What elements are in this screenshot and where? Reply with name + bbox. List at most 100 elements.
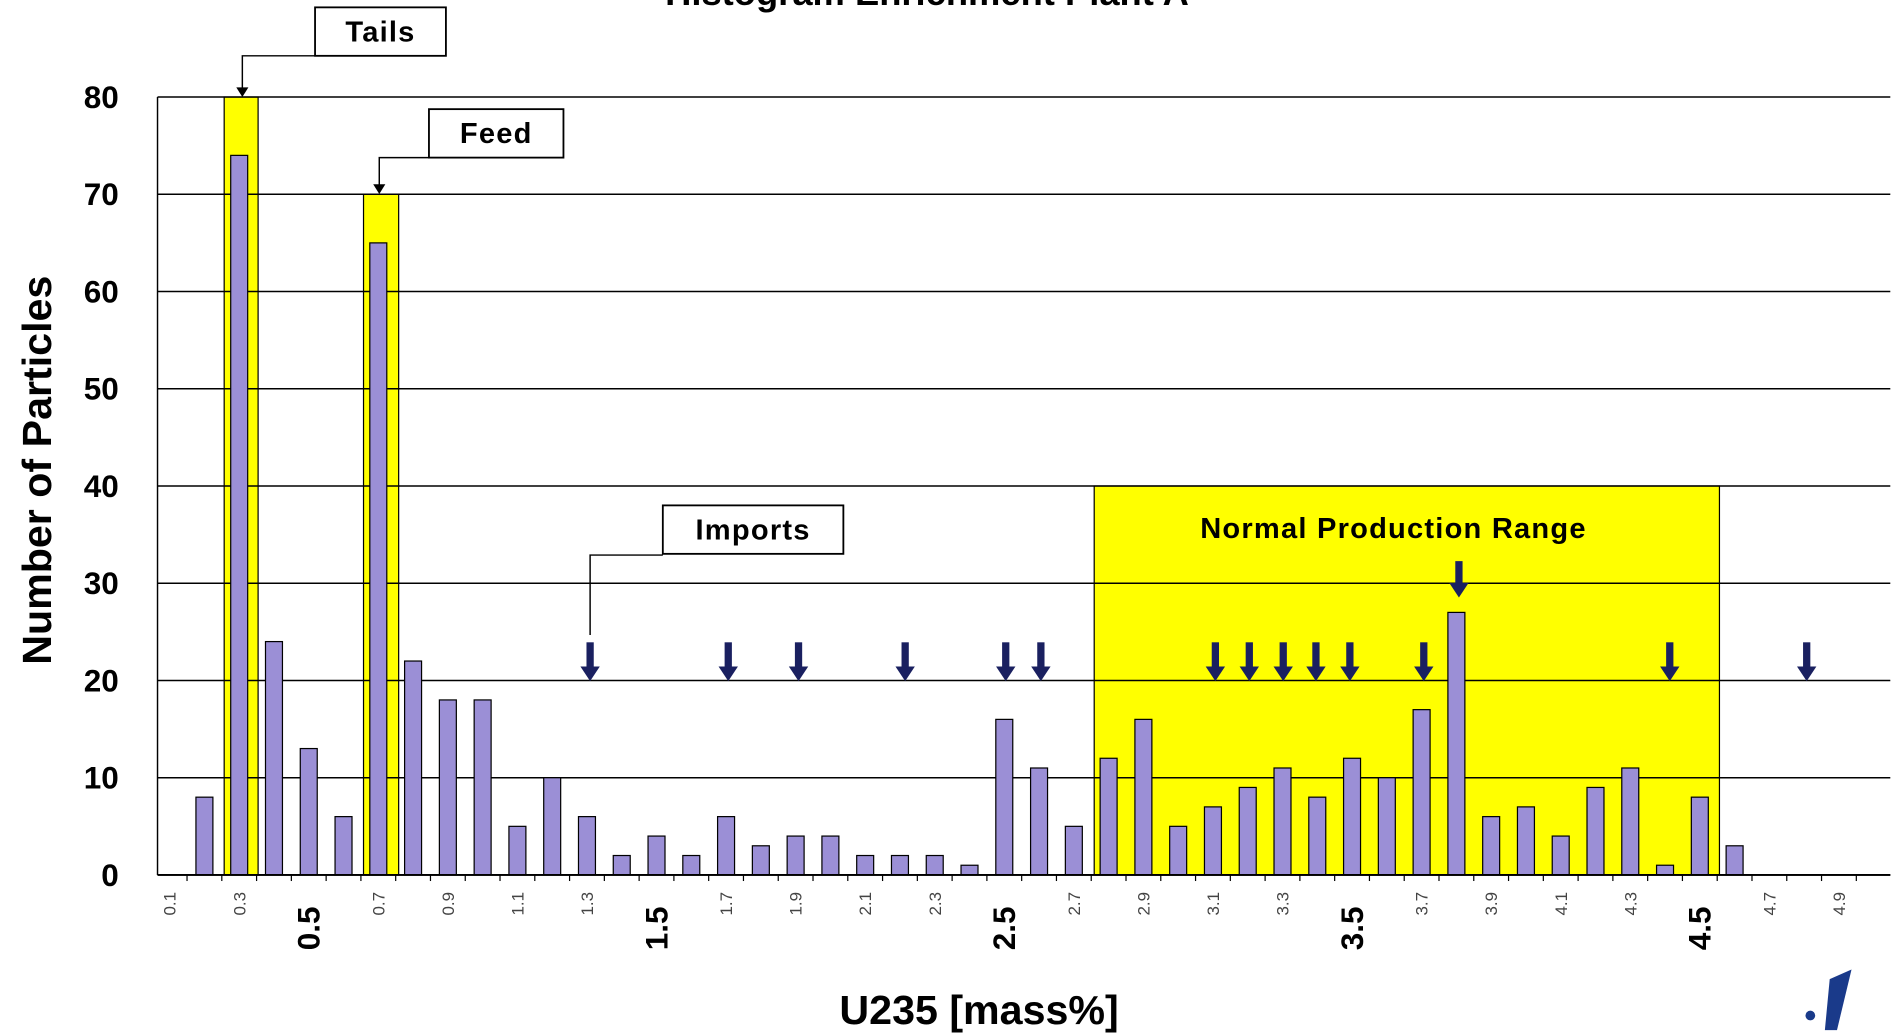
y-tick-label: 10	[84, 760, 119, 796]
x-tick-label: 4.9	[1830, 892, 1849, 916]
import-arrow-head	[1660, 666, 1680, 682]
bar	[995, 718, 1014, 876]
import-arrow-head	[1306, 666, 1326, 682]
annotation-box	[661, 504, 845, 555]
bar	[1412, 709, 1431, 876]
import-arrow-head	[996, 666, 1016, 682]
bar	[682, 854, 701, 876]
bar	[1238, 786, 1257, 876]
x-tick-label: 1.3	[578, 892, 597, 916]
import-arrow	[1037, 642, 1045, 669]
bar	[1273, 767, 1292, 876]
bar	[1482, 816, 1501, 876]
bar	[334, 816, 353, 876]
import-arrow	[1346, 642, 1354, 669]
bar	[1377, 777, 1396, 876]
import-arrow-head	[1797, 666, 1817, 682]
bar	[1169, 825, 1188, 876]
chart-title: Histogram Enrichment Plant A	[665, 0, 1189, 13]
y-axis-label: Number of Particles	[14, 276, 60, 665]
bar	[264, 640, 284, 876]
y-tick-label: 70	[84, 176, 119, 212]
import-arrow-head	[1205, 666, 1226, 682]
import-arrow-head	[1273, 666, 1293, 682]
bar	[1064, 825, 1083, 876]
y-tick-label: 80	[84, 79, 119, 115]
bar	[1655, 864, 1675, 876]
leader-imports	[589, 554, 663, 636]
bar	[1308, 796, 1327, 876]
import-arrow-head	[895, 666, 915, 682]
bar	[647, 835, 666, 876]
import-arrow	[1279, 642, 1287, 669]
bar	[1029, 767, 1049, 876]
bar	[1516, 806, 1536, 876]
x-major-label: 1.5	[638, 906, 674, 950]
bar	[299, 747, 318, 876]
bar	[716, 816, 736, 876]
x-axis-label: U235 [mass%]	[839, 987, 1118, 1033]
y-tick-label: 60	[84, 273, 119, 309]
bar	[925, 854, 944, 876]
bar	[438, 699, 457, 876]
import-arrow	[1211, 642, 1220, 669]
x-major-label: 2.5	[986, 906, 1022, 950]
x-tick-label: 1.1	[508, 892, 527, 916]
import-arrow-head	[1449, 582, 1469, 598]
x-tick-label: 1.9	[787, 892, 806, 916]
x-tick-label: 1.7	[717, 892, 736, 916]
bar	[473, 699, 492, 876]
x-tick-label: 2.3	[926, 892, 945, 916]
import-arrow	[1803, 642, 1811, 669]
y-tick-label: 0	[101, 857, 119, 893]
logo-mark	[1824, 969, 1852, 1031]
x-tick-label: 2.1	[856, 892, 875, 916]
x-tick-label: 3.7	[1413, 892, 1432, 916]
bar	[1690, 796, 1709, 876]
bar	[612, 854, 631, 876]
import-arrow	[1002, 642, 1010, 669]
bar	[1586, 786, 1605, 876]
annotation-box	[314, 6, 447, 57]
annotation: Imports	[696, 514, 811, 546]
arrow-head	[373, 184, 386, 194]
import-arrow	[586, 642, 594, 669]
x-tick-label: 0.7	[369, 892, 388, 916]
y-tick-label: 50	[84, 371, 119, 407]
bar	[230, 154, 249, 876]
x-tick-label: 2.9	[1134, 892, 1153, 916]
x-tick-label: 3.9	[1482, 892, 1501, 916]
leader-feed	[378, 156, 429, 190]
x-major-label: 3.5	[1334, 906, 1370, 950]
arrow-head	[236, 87, 249, 98]
bar	[856, 854, 875, 876]
logo-dot	[1805, 1010, 1816, 1021]
bar	[1725, 845, 1744, 876]
annotation: Normal Production Range	[1200, 513, 1587, 545]
import-arrow	[724, 642, 732, 669]
x-major-label: 0.5	[291, 906, 327, 950]
y-tick-label: 40	[84, 468, 119, 504]
logo	[1805, 969, 1852, 1031]
import-arrow	[1420, 642, 1428, 669]
import-arrow-head	[580, 666, 600, 682]
leader-tails	[241, 55, 316, 93]
bar	[1447, 611, 1466, 876]
bar	[1551, 835, 1570, 876]
y-tick-label: 30	[84, 565, 119, 601]
x-tick-label: 0.3	[230, 892, 249, 916]
bar	[1099, 757, 1118, 876]
x-tick-label: 3.3	[1274, 892, 1293, 916]
import-arrow-head	[1239, 666, 1259, 682]
bar	[543, 777, 562, 876]
x-tick-label: 3.1	[1204, 892, 1223, 916]
x-tick-label: 4.3	[1621, 892, 1640, 916]
x-tick-label: 4.1	[1552, 892, 1571, 916]
bar	[1342, 757, 1362, 876]
import-arrow	[1666, 642, 1674, 669]
bar	[403, 660, 423, 876]
annotation: Feed	[460, 118, 533, 150]
bar	[890, 854, 910, 876]
annotation: Tails	[345, 16, 415, 48]
